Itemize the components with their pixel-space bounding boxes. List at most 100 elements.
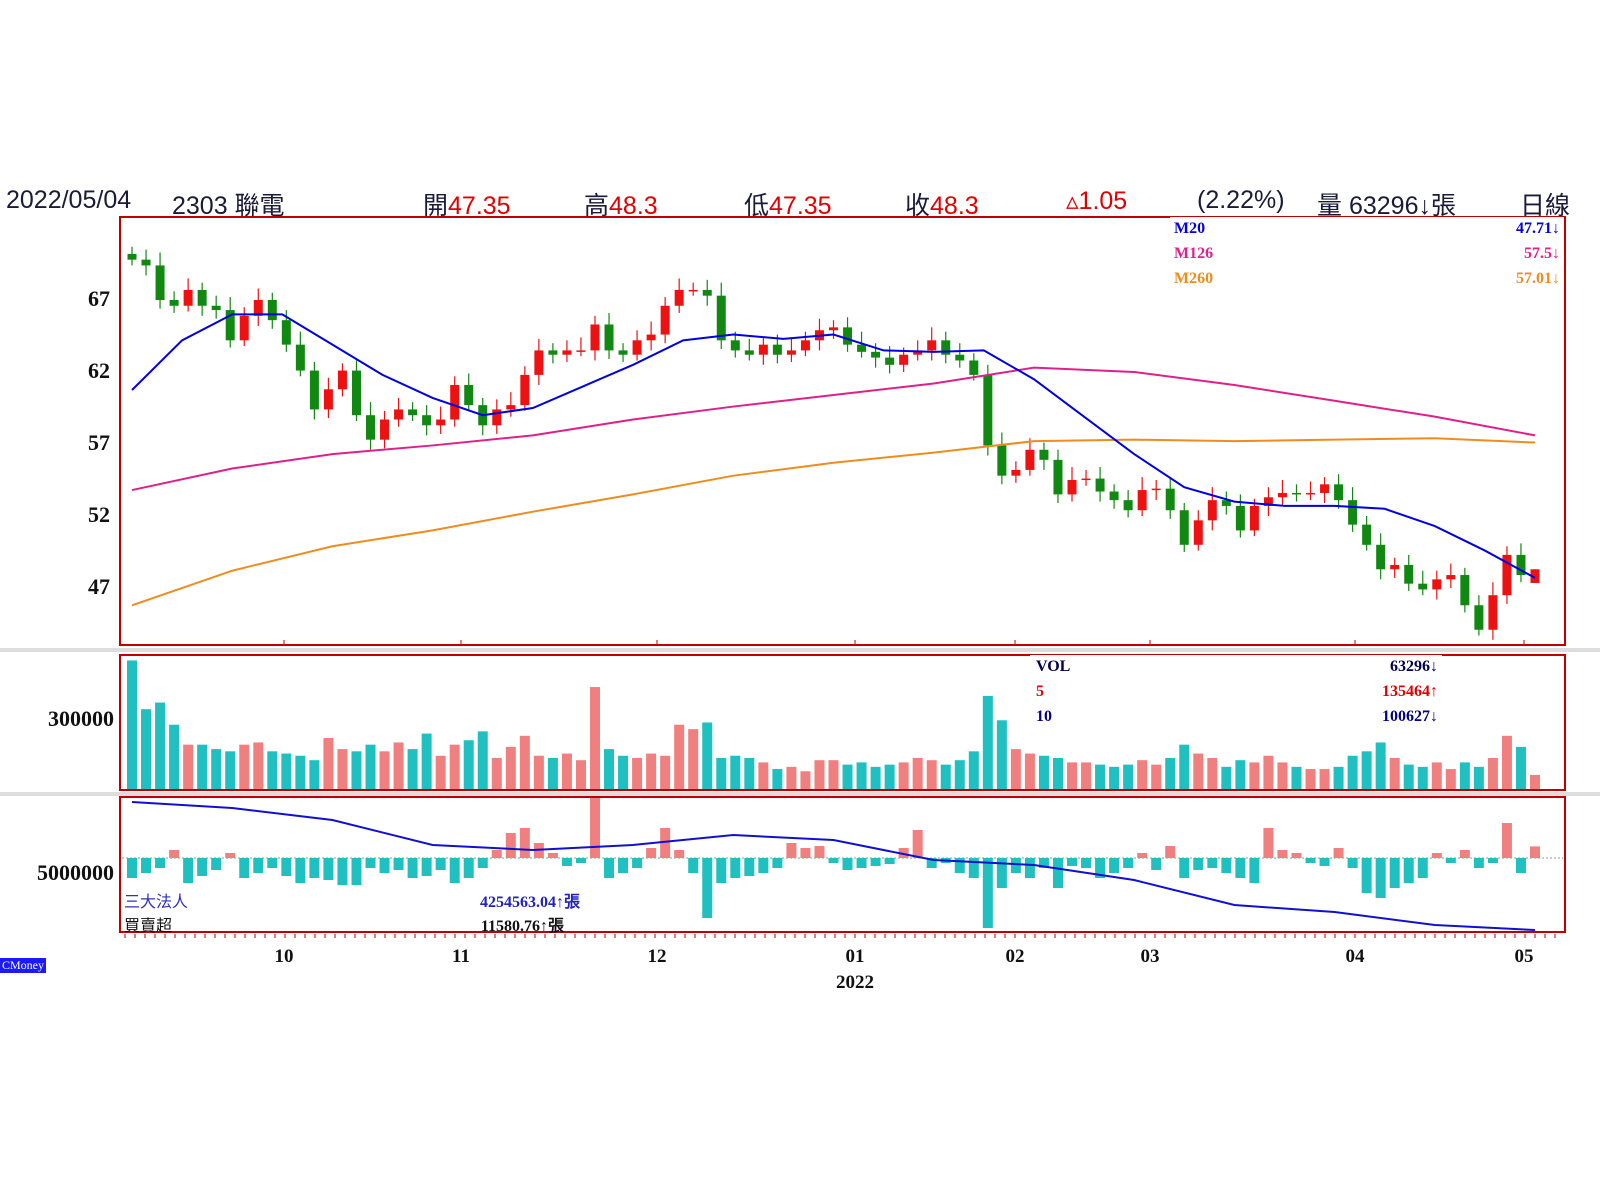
candle-body bbox=[843, 327, 853, 345]
netbuy-bar bbox=[407, 858, 418, 878]
netbuy-bar bbox=[744, 858, 755, 876]
volume-bar bbox=[688, 729, 699, 789]
candle-body bbox=[800, 340, 810, 351]
institutional-legend: 三大法人 4254563.04↑張 買賣超 11580.76↑張 bbox=[122, 885, 584, 935]
volume-bar bbox=[421, 733, 432, 789]
legend-row: M126 57.5↓ bbox=[1170, 242, 1564, 267]
netbuy-bar bbox=[505, 833, 516, 858]
candle-body bbox=[1221, 500, 1231, 506]
legend-value: 47.71↓ bbox=[1516, 220, 1560, 237]
netbuy-bar bbox=[1123, 858, 1134, 868]
volume-bar bbox=[575, 760, 586, 789]
x-tick: 05 bbox=[1514, 946, 1534, 967]
netbuy-bar bbox=[491, 850, 502, 858]
candle-body bbox=[1095, 478, 1105, 492]
netbuy-bar bbox=[239, 858, 250, 878]
candle-body bbox=[899, 354, 909, 365]
volume-bar bbox=[1403, 764, 1414, 789]
volume-bar bbox=[1221, 766, 1232, 789]
volume-bar bbox=[996, 720, 1007, 789]
volume-bar bbox=[1501, 735, 1512, 789]
volume-bar bbox=[884, 764, 895, 789]
candle-body bbox=[380, 419, 390, 440]
netbuy-bar bbox=[1024, 858, 1035, 878]
candle-body bbox=[534, 350, 544, 375]
netbuy-bar bbox=[800, 848, 811, 858]
candle-body bbox=[1165, 488, 1175, 511]
x-tick: 03 bbox=[1140, 946, 1160, 967]
netbuy-bar bbox=[449, 858, 460, 883]
candle-body bbox=[941, 340, 951, 355]
volume-bar bbox=[660, 755, 671, 789]
candle-body bbox=[1123, 500, 1133, 511]
legend-name: VOL bbox=[1036, 658, 1071, 675]
volume-bar bbox=[926, 760, 937, 789]
candle-body bbox=[562, 350, 572, 355]
netbuy-name: 買賣超 bbox=[124, 916, 173, 935]
price-tick: 57 bbox=[88, 430, 110, 455]
legend-row: 5 135464↑ bbox=[1030, 680, 1442, 705]
volume-bar bbox=[604, 749, 615, 789]
netbuy-bar bbox=[519, 828, 530, 858]
candle-body bbox=[1530, 569, 1540, 583]
candle-body bbox=[913, 350, 923, 355]
netbuy-bar bbox=[463, 858, 474, 878]
volume-bar bbox=[449, 744, 460, 789]
x-tick: 01 bbox=[845, 946, 865, 967]
candle-body bbox=[520, 374, 530, 406]
candle-body bbox=[1235, 505, 1245, 531]
volume-legend: VOL 63296↓ 5 135464↑ 10 100627↓ bbox=[1030, 655, 1442, 730]
volume-bar bbox=[519, 735, 530, 789]
volume-bar bbox=[646, 753, 657, 789]
netbuy-bar bbox=[393, 858, 404, 870]
volume-bar bbox=[1333, 766, 1344, 789]
volume-bar bbox=[1137, 760, 1148, 789]
netbuy-bar bbox=[435, 858, 446, 870]
close-label: 收 bbox=[905, 192, 931, 220]
volume-bar bbox=[758, 762, 769, 789]
legend-name: M126 bbox=[1174, 245, 1214, 262]
candle-body bbox=[1334, 484, 1344, 501]
netbuy-bar bbox=[1249, 858, 1260, 883]
netbuy-bar bbox=[1038, 858, 1049, 868]
netbuy-bar bbox=[716, 858, 727, 883]
m20-line bbox=[131, 313, 1536, 579]
volume-tick: 300000 bbox=[48, 706, 114, 731]
volume-bar bbox=[337, 749, 348, 789]
netbuy-bar bbox=[646, 848, 657, 858]
volume-bar bbox=[169, 724, 180, 789]
netbuy-bar bbox=[660, 828, 671, 858]
ma-legend: M20 47.71↓ M126 57.5↓ M260 57.01↓ bbox=[1170, 217, 1564, 292]
volume-bar bbox=[1459, 762, 1470, 789]
volume-bar bbox=[954, 760, 965, 789]
candle-body bbox=[1516, 554, 1526, 576]
legend-row: M20 47.71↓ bbox=[1170, 217, 1564, 242]
netbuy-bar bbox=[365, 858, 376, 868]
netbuy-bar bbox=[589, 798, 600, 858]
volume-bar bbox=[1515, 746, 1526, 789]
volume-bar bbox=[1081, 762, 1092, 789]
volume-bar bbox=[1235, 760, 1246, 789]
volume-bar bbox=[982, 695, 993, 789]
netbuy-bar bbox=[1235, 858, 1246, 878]
netbuy-bar bbox=[1530, 846, 1540, 858]
candle-body bbox=[436, 419, 446, 426]
volume-bar bbox=[239, 744, 250, 789]
candle-body bbox=[1109, 491, 1119, 501]
candle-body bbox=[590, 324, 600, 351]
candle-body bbox=[786, 350, 796, 355]
candle-body bbox=[267, 300, 277, 321]
candle-body bbox=[127, 253, 137, 260]
year-label: 2022 bbox=[836, 972, 874, 993]
divider bbox=[0, 648, 1600, 652]
netbuy-bar bbox=[856, 858, 867, 868]
volume-bar bbox=[1024, 753, 1035, 789]
volume-bar bbox=[211, 749, 222, 789]
volume-bar bbox=[197, 744, 208, 789]
volume-bar bbox=[393, 742, 404, 789]
netbuy-bar bbox=[323, 858, 334, 880]
open-label: 開 bbox=[423, 192, 449, 220]
price-tick: 52 bbox=[88, 502, 110, 527]
low-field: 低47.35 bbox=[744, 186, 832, 222]
netbuy-bar bbox=[912, 830, 923, 858]
